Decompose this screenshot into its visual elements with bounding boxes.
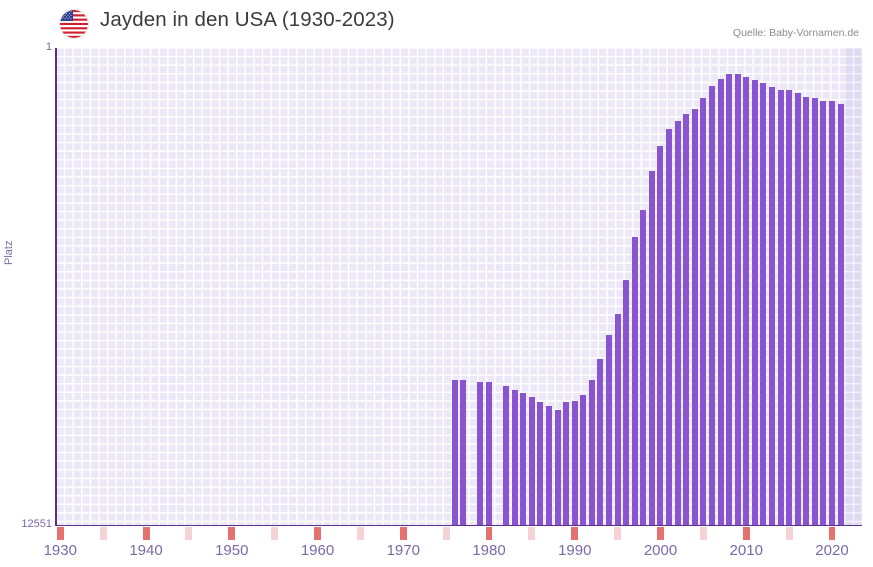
bar [794,92,801,525]
bar [734,74,741,525]
bar [511,390,518,525]
x-tick-label: 1950 [215,542,249,559]
bar [571,401,578,525]
bar [597,359,604,525]
bar [760,83,767,525]
us-flag-circle-icon [60,10,88,38]
page-title: Jayden in den USA (1930-2023) [100,8,395,31]
bar [777,90,784,525]
bar [828,101,835,525]
bar [768,87,775,525]
x-tick-minor [699,526,707,540]
bar [708,86,715,525]
bar [691,109,698,525]
y-axis-max-label: 1 [45,41,52,53]
x-tick-label: 2010 [729,542,763,559]
bar [503,385,510,525]
bar [648,171,655,525]
bar [786,90,793,525]
plot-area [56,48,862,525]
bar [683,114,690,525]
source-label: Quelle: Baby-Vornamen.de [732,27,859,39]
bar [700,98,707,525]
x-tick-minor [442,526,450,540]
x-tick-minor [271,526,279,540]
x-tick-minor [614,526,622,540]
x-tick-major [142,526,150,540]
bar [657,145,664,525]
bar [811,98,818,525]
bar [837,104,844,525]
x-tick-label: 2020 [815,542,849,559]
bar [554,410,561,525]
x-tick-major [399,526,407,540]
x-tick-major [742,526,750,540]
x-tick-major [657,526,664,540]
bar [546,406,553,525]
x-tick-minor [185,526,193,540]
bar [520,393,527,525]
bar [751,80,758,525]
x-tick-minor [99,526,107,540]
y-axis-line [55,48,57,526]
bar [606,335,613,525]
x-tick-minor [785,526,793,540]
x-tick-minor [528,526,536,540]
x-tick-major [228,526,236,540]
x-tick-label: 1970 [386,542,420,559]
y-axis-min-label: 12551 [21,518,52,530]
x-tick-major [571,526,579,540]
x-tick-label: 1930 [43,542,77,559]
x-tick-label: 2000 [643,542,678,559]
bar [820,101,827,525]
x-tick-label: 1940 [129,542,163,559]
bar [537,401,544,525]
bar [726,74,733,525]
x-tick-major [485,526,493,540]
bar [743,76,750,525]
chart-header: Jayden in den USA (1930-2023) Quelle: Ba… [0,0,873,48]
x-tick-label: 1960 [300,542,335,559]
bar [614,314,621,525]
x-tick-label: 1980 [472,542,506,559]
bar [477,381,484,525]
bar [580,395,587,525]
x-tick-label: 1990 [558,542,592,559]
bar [588,379,595,525]
x-axis-tick-labels: 1930 1940 1950 1960 1970 1980 1990 2000 2010 2020 [0,542,873,567]
x-tick-minor [356,526,364,540]
bar [631,236,638,525]
bar [666,129,673,525]
y-axis-title: Platz [3,240,15,265]
x-axis-line [55,524,862,527]
bar [640,210,647,525]
bar [717,79,724,525]
bar [460,379,467,525]
x-axis-tick-band [56,526,862,540]
x-tick-major [56,526,64,540]
bar [803,96,810,525]
bar [623,280,630,525]
bar [563,402,570,525]
no-data-shading [844,48,862,525]
bar [486,381,492,525]
x-tick-major [314,526,321,540]
bar [674,120,681,525]
x-tick-major [828,526,836,540]
bar [451,379,458,525]
bar [528,397,535,525]
bars-layer [56,48,862,525]
